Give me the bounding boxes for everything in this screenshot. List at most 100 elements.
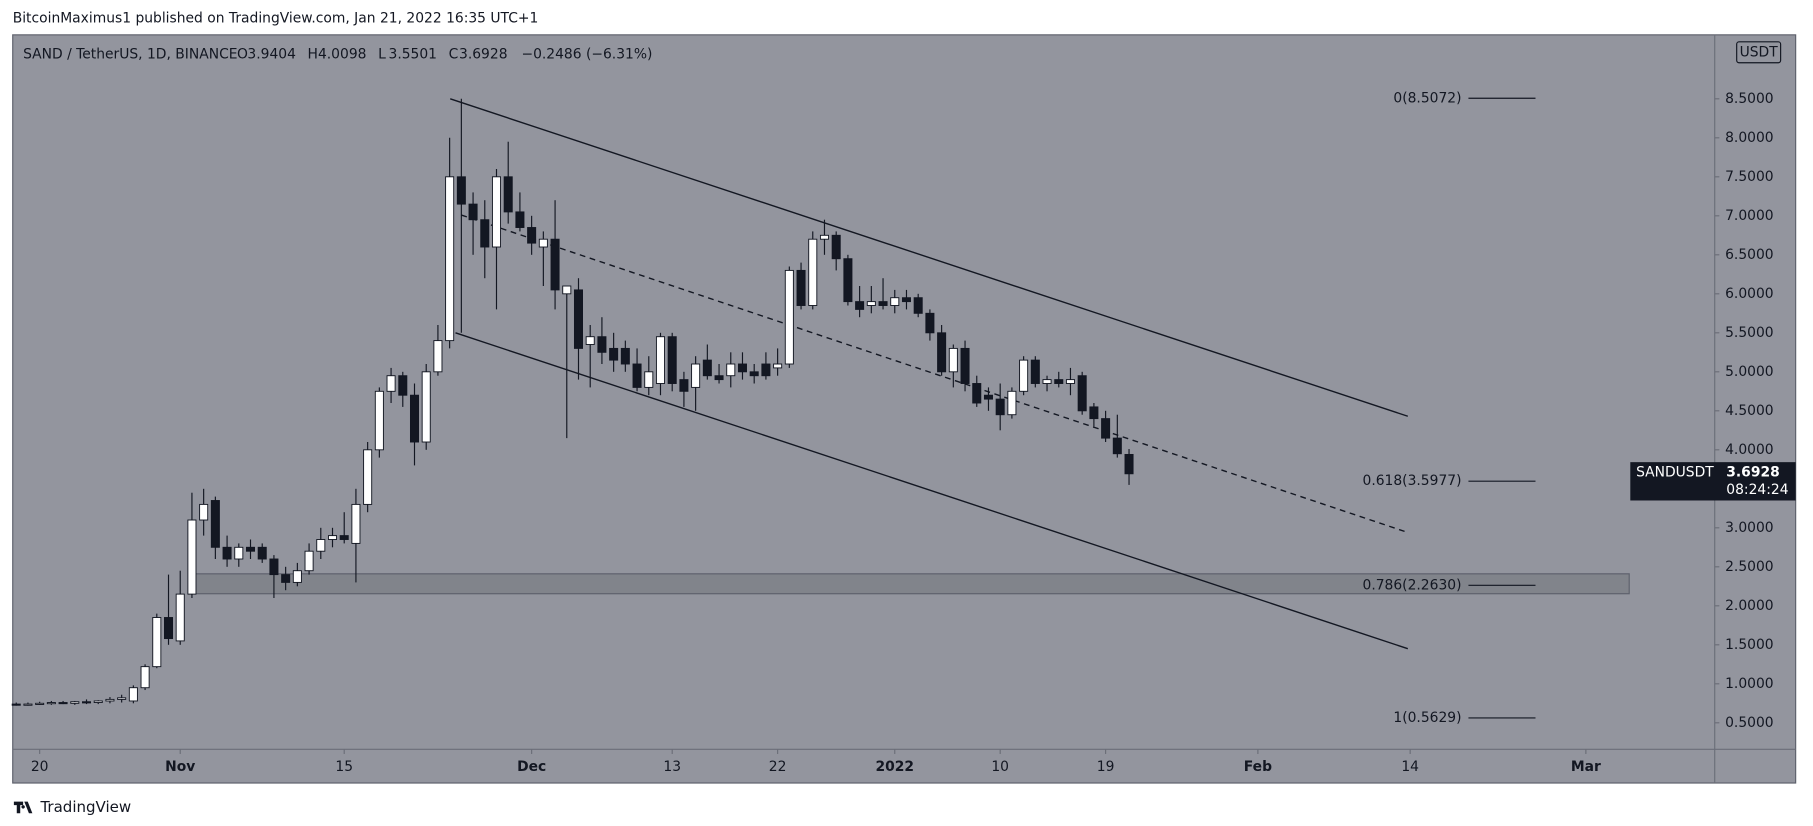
candle-body: [1065, 379, 1075, 384]
price-label-bg: [1630, 462, 1796, 501]
candle-body: [503, 176, 513, 213]
change: −0.2486 (−6.31%): [521, 47, 652, 63]
candle-body: [679, 379, 689, 392]
candle-body: [117, 697, 127, 700]
x-tick-label: 13: [663, 759, 681, 775]
candle-body: [667, 336, 677, 384]
candle-body: [632, 363, 642, 388]
candle-body: [1077, 375, 1087, 412]
y-tick-label: 5.5000: [1725, 325, 1773, 341]
candle-body: [1054, 379, 1064, 384]
candle-body: [281, 574, 291, 583]
ohlc-key: H: [308, 47, 318, 63]
candle-body: [972, 383, 982, 404]
ohlc-key: L: [378, 47, 386, 63]
y-tick-label: 5.0000: [1725, 364, 1773, 380]
y-tick-label: 7.0000: [1725, 208, 1773, 224]
x-tick-label: 19: [1097, 759, 1115, 775]
y-tick-label: 7.5000: [1725, 169, 1773, 185]
candle-body: [46, 702, 56, 705]
fib-label: 0(8.5072): [1393, 90, 1461, 106]
candle-body: [925, 312, 935, 334]
candle-body: [1019, 359, 1029, 392]
candle-body: [562, 285, 572, 295]
candle-body: [222, 546, 232, 560]
candle-body: [421, 371, 431, 443]
candle-body: [808, 238, 818, 306]
candle-body: [234, 546, 244, 560]
candle-body: [913, 297, 923, 314]
x-tick-label: Mar: [1571, 759, 1601, 775]
candle-body: [257, 546, 267, 560]
candle-body: [691, 363, 701, 388]
candle-body: [269, 558, 279, 576]
publisher: BitcoinMaximus1 published on TradingView…: [13, 11, 539, 27]
y-tick-label: 3.0000: [1725, 520, 1773, 536]
candle-body: [843, 258, 853, 303]
candle-body: [1101, 418, 1111, 439]
ohlc-value: 3.5501: [389, 47, 437, 63]
candle-body: [105, 698, 115, 702]
y-tick-label: 2.0000: [1725, 598, 1773, 614]
candle-body: [433, 340, 443, 373]
candle-body: [93, 700, 103, 703]
candle-body: [23, 703, 33, 706]
y-tick-label: 8.5000: [1725, 91, 1773, 107]
last-price: 3.6928: [1726, 465, 1779, 481]
candle-body: [1030, 359, 1040, 384]
trend-line: [455, 332, 1409, 650]
logo: [13, 801, 33, 814]
y-tick-label: 1.5000: [1725, 637, 1773, 653]
candle-body: [784, 269, 794, 365]
y-tick-label: 6.5000: [1725, 247, 1773, 263]
ohlc-legend: O 3.9404 H 4.0098 L 3.5501 C 3.6928 −0.2486 (−6.…: [237, 47, 652, 63]
currency: USDT: [1740, 44, 1779, 60]
candle-body: [515, 211, 525, 228]
ohlc-key: O: [237, 47, 248, 63]
candle-body: [398, 375, 408, 396]
x-tick-label: 20: [31, 759, 49, 775]
candle-body: [363, 449, 373, 505]
candle-body: [480, 219, 490, 248]
candle-body: [538, 238, 548, 248]
candle-body: [140, 666, 150, 689]
candle-body: [82, 701, 92, 704]
candle-body: [726, 363, 736, 377]
candle-body: [948, 347, 958, 373]
candle-body: [316, 539, 326, 552]
fib-label: 1(0.5629): [1393, 710, 1461, 726]
chart-title: SAND / TetherUS, 1D, BINANCE: [23, 47, 237, 63]
plot: 0.50001.00001.50002.00002.50003.00003.50…: [11, 90, 1796, 775]
candle-body: [386, 375, 396, 392]
candle-body: [796, 269, 806, 306]
candle-body: [573, 289, 583, 349]
candle-body: [468, 203, 478, 221]
candle-body: [983, 394, 993, 400]
candle-body: [11, 703, 21, 706]
candle-body: [890, 297, 900, 306]
candle-body: [304, 550, 314, 572]
candle-body: [831, 234, 841, 260]
candle-body: [128, 687, 138, 702]
candle-body: [749, 371, 759, 377]
y-tick-label: 4.0000: [1725, 442, 1773, 458]
x-tick-label: Dec: [517, 759, 546, 775]
x-tick-label: 10: [991, 759, 1009, 775]
x-tick-label: 2022: [875, 759, 914, 775]
currency-box: [1736, 41, 1782, 64]
x-tick-label: 15: [335, 759, 353, 775]
candle-body: [737, 363, 747, 373]
candle-body: [456, 176, 466, 205]
trend-line: [450, 98, 1409, 417]
candle-body: [409, 394, 420, 443]
x-tick-label: 14: [1401, 759, 1419, 775]
candle-body: [597, 336, 607, 353]
candle-body: [327, 535, 338, 540]
candle-body: [550, 238, 560, 291]
candle-body: [1042, 379, 1052, 384]
candle-body: [245, 546, 256, 552]
candle-body: [1124, 453, 1134, 475]
ohlc-value: 4.0098: [318, 47, 366, 63]
